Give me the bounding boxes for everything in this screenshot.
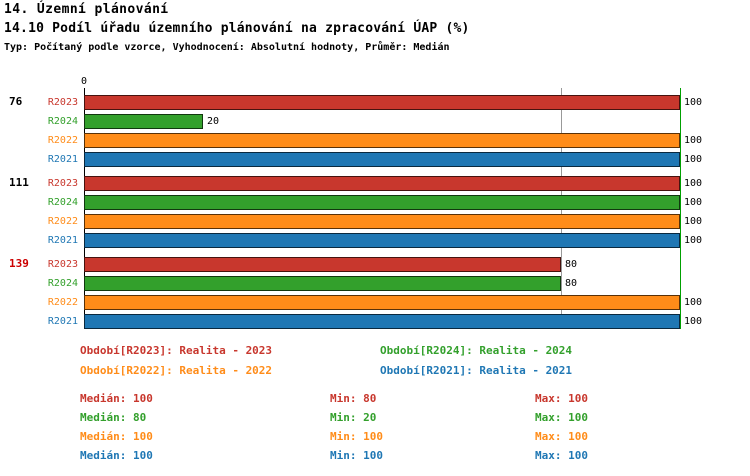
- page-title: 14. Územní plánování: [4, 2, 169, 17]
- series-label: R2022: [47, 216, 78, 227]
- series-label: R2022: [47, 297, 78, 308]
- legend-item: Období[R2023]: Realita - 2023: [80, 344, 273, 357]
- stat-min: Min: 80: [330, 392, 377, 405]
- bar-group: 139 R2023 80 R2024 80 R2022 100 R2021 100: [0, 255, 750, 331]
- stat-min: Min: 20: [330, 411, 377, 424]
- bar-row: R2021 100: [0, 150, 750, 169]
- bar-row: R2024 20: [0, 112, 750, 131]
- bar-row: R2022 100: [0, 131, 750, 150]
- bar-group: 76 R2023 100 R2024 20 R2022 100 R2021 100: [0, 93, 750, 169]
- bar: [84, 95, 680, 110]
- bar: [84, 176, 680, 191]
- bar-track: 100: [84, 195, 750, 210]
- stat-median: Medián: 100: [80, 449, 153, 462]
- series-label: R2021: [47, 316, 78, 327]
- chart-title: 14.10 Podíl úřadu územního plánování na …: [4, 21, 470, 36]
- stat-min: Min: 100: [330, 430, 383, 443]
- bar-group: 111 R2023 100 R2024 100 R2022 100 R2021 100: [0, 174, 750, 250]
- bar-row: R2021 100: [0, 312, 750, 331]
- bar-row: R2021 100: [0, 231, 750, 250]
- bar-value-label: 100: [684, 154, 703, 165]
- bar-value-label: 80: [565, 259, 578, 270]
- bar-track: 100: [84, 152, 750, 167]
- bar-value-label: 100: [684, 216, 703, 227]
- series-label: R2023: [47, 97, 78, 108]
- bar-value-label: 100: [684, 297, 703, 308]
- bar: [84, 233, 680, 248]
- bar-track: 100: [84, 295, 750, 310]
- bar: [84, 195, 680, 210]
- group-label: 111: [9, 176, 29, 189]
- legend-item: Období[R2024]: Realita - 2024: [380, 344, 573, 357]
- bar-value-label: 100: [684, 235, 703, 246]
- stats-row: Medián: 80 Min: 20 Max: 100: [80, 412, 655, 423]
- series-label: R2024: [47, 197, 78, 208]
- bar-groups: 76 R2023 100 R2024 20 R2022 100 R2021 100 111 R202…: [0, 93, 750, 336]
- stat-max: Max: 100: [535, 392, 588, 405]
- bar: [84, 133, 680, 148]
- bar: [84, 152, 680, 167]
- bar: [84, 114, 203, 129]
- bar: [84, 214, 680, 229]
- bar-value-label: 100: [684, 197, 703, 208]
- group-label: 139: [9, 257, 29, 270]
- bar-value-label: 100: [684, 178, 703, 189]
- stats-row: Medián: 100 Min: 100 Max: 100: [80, 431, 655, 442]
- series-label: R2021: [47, 154, 78, 165]
- bar-row: R2023 100: [0, 174, 750, 193]
- bar-value-label: 100: [684, 135, 703, 146]
- bar-value-label: 80: [565, 278, 578, 289]
- bar-value-label: 100: [684, 316, 703, 327]
- bar-row: R2024 80: [0, 274, 750, 293]
- bar-value-label: 100: [684, 97, 703, 108]
- bar: [84, 314, 680, 329]
- bar-row: R2022 100: [0, 293, 750, 312]
- stats-table: Medián: 100 Min: 80 Max: 100 Medián: 80 Min:…: [80, 393, 655, 469]
- bar-track: 100: [84, 314, 750, 329]
- legend: Období[R2023]: Realita - 2023 Období[R202…: [80, 344, 680, 377]
- bar-track: 80: [84, 276, 750, 291]
- bar-track: 100: [84, 176, 750, 191]
- bar: [84, 295, 680, 310]
- series-label: R2024: [47, 278, 78, 289]
- series-label: R2023: [47, 178, 78, 189]
- stats-row: Medián: 100 Min: 100 Max: 100: [80, 450, 655, 461]
- legend-item: Období[R2022]: Realita - 2022: [80, 364, 273, 377]
- stat-median: Medián: 100: [80, 392, 153, 405]
- bar-row: R2022 100: [0, 212, 750, 231]
- legend-item: Období[R2021]: Realita - 2021: [380, 364, 573, 377]
- series-label: R2023: [47, 259, 78, 270]
- chart-meta: Typ: Počítaný podle vzorce, Vyhodnocení:…: [4, 42, 450, 53]
- stat-min: Min: 100: [330, 449, 383, 462]
- stat-median: Medián: 80: [80, 411, 147, 424]
- bar-row: R2023 80: [0, 255, 750, 274]
- bar: [84, 276, 561, 291]
- series-label: R2024: [47, 116, 78, 127]
- x-axis-origin-label: 0: [80, 76, 88, 87]
- series-label: R2022: [47, 135, 78, 146]
- bar-value-label: 20: [207, 116, 220, 127]
- stat-median: Medián: 100: [80, 430, 153, 443]
- stat-max: Max: 100: [535, 449, 588, 462]
- bar-track: 20: [84, 114, 750, 129]
- bar-track: 100: [84, 233, 750, 248]
- group-label: 76: [9, 95, 23, 108]
- bar-track: 100: [84, 95, 750, 110]
- stat-max: Max: 100: [535, 411, 588, 424]
- bar-track: 100: [84, 133, 750, 148]
- stats-row: Medián: 100 Min: 80 Max: 100: [80, 393, 655, 404]
- series-label: R2021: [47, 235, 78, 246]
- bar: [84, 257, 561, 272]
- gridline-100: [680, 88, 681, 329]
- bar-track: 100: [84, 214, 750, 229]
- bar-row: R2024 100: [0, 193, 750, 212]
- bar-row: R2023 100: [0, 93, 750, 112]
- bar-track: 80: [84, 257, 750, 272]
- stat-max: Max: 100: [535, 430, 588, 443]
